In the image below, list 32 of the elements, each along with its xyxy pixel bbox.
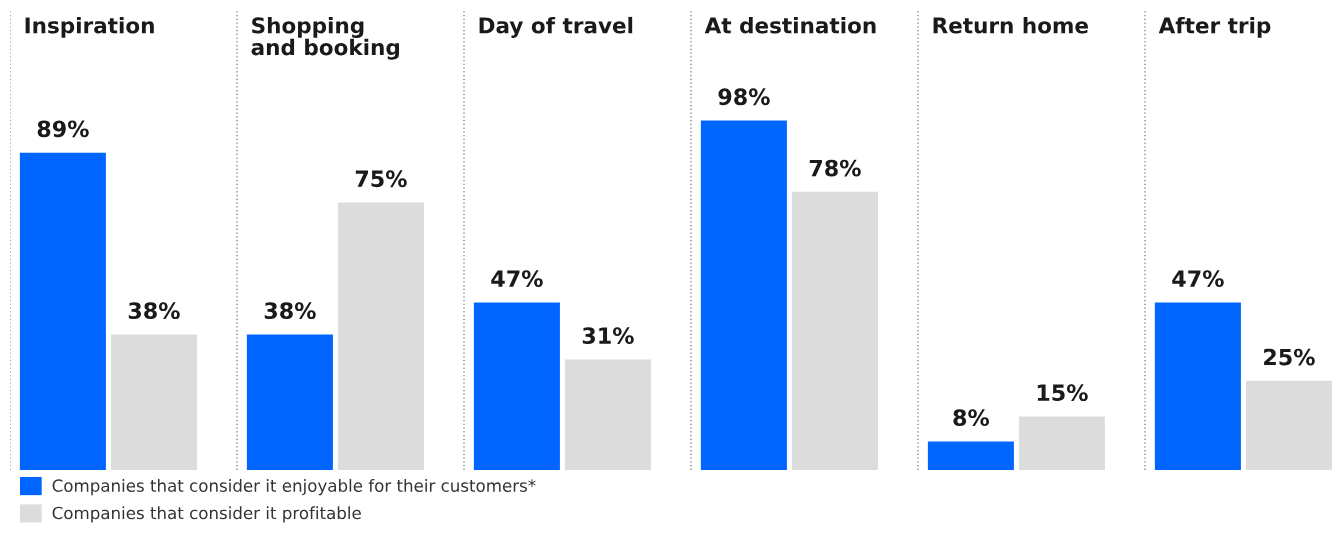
- bar: [110, 334, 197, 470]
- data-label: 89%: [37, 120, 89, 138]
- data-label: 47%: [1172, 270, 1224, 287]
- legend-label: Companies that consider it profitable: [52, 506, 361, 523]
- data-label: 31%: [582, 327, 634, 345]
- data-label: 98%: [718, 88, 770, 106]
- data-label: 78%: [809, 159, 861, 177]
- bar: [246, 334, 333, 470]
- bar: [700, 120, 787, 470]
- bar: [1154, 302, 1241, 470]
- bar: [19, 152, 106, 470]
- x-tick-label: Inspiration: [25, 16, 154, 38]
- bar: [473, 302, 560, 470]
- data-label: 8%: [953, 409, 990, 427]
- x-tick-label: Day of travel: [479, 16, 633, 38]
- data-label: 25%: [1264, 348, 1315, 366]
- data-label: 15%: [1037, 384, 1088, 402]
- bar: [927, 441, 1014, 470]
- legend-label: Companies that consider it enjoyable for their customers*: [52, 479, 536, 496]
- bar: [1018, 416, 1105, 470]
- x-tick-label: After trip: [1158, 16, 1271, 38]
- bar: [791, 191, 878, 470]
- bar: [337, 202, 424, 470]
- x-tick-label: At destination: [704, 16, 876, 34]
- data-label: 75%: [355, 170, 407, 188]
- data-label: 38%: [264, 302, 316, 320]
- data-label: 38%: [128, 302, 180, 320]
- bar: [1245, 380, 1332, 470]
- data-label: 47%: [491, 270, 543, 287]
- x-tick-label: Shopping and booking: [251, 16, 399, 60]
- bar: [564, 359, 651, 470]
- x-tick-label: Return home: [933, 16, 1088, 34]
